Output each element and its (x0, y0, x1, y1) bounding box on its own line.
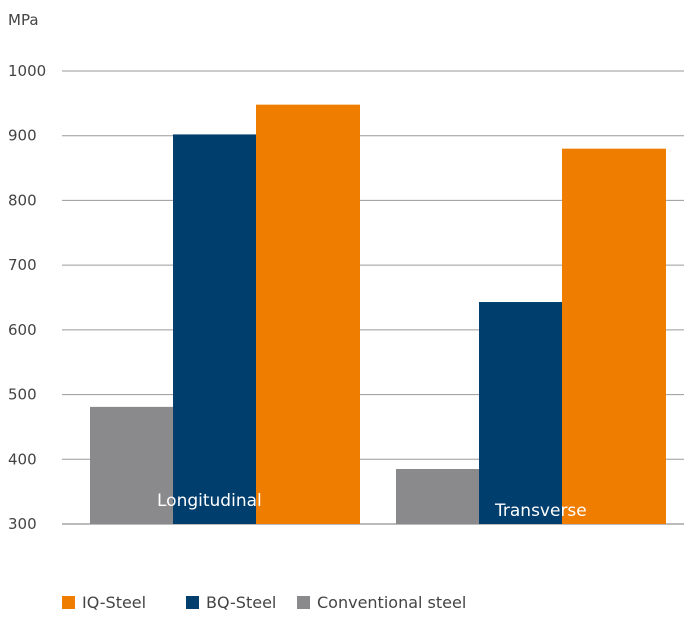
y-tick-label: 600 (8, 321, 37, 339)
bar-iq-steel-transverse (562, 148, 666, 524)
y-axis-unit-label: MPa (8, 11, 39, 29)
y-tick-label: 900 (8, 127, 37, 145)
legend-swatch (186, 596, 199, 609)
legend-label: BQ-Steel (206, 593, 276, 612)
category-label-transverse: Transverse (494, 501, 587, 521)
y-tick-label: 700 (8, 256, 37, 274)
legend-label: Conventional steel (317, 593, 466, 612)
y-tick-label: 400 (8, 450, 37, 468)
legend: IQ-Steel BQ-Steel Conventional steel (62, 593, 466, 612)
y-tick-label: 1000 (8, 62, 46, 80)
y-axis-ticks: 300 400 500 600 700 800 900 1000 (8, 62, 46, 533)
legend-swatch (62, 596, 75, 609)
y-tick-label: 800 (8, 191, 37, 209)
y-tick-label: 500 (8, 386, 37, 404)
bars (90, 104, 666, 525)
y-tick-label: 300 (8, 515, 37, 533)
bar-iq-steel-longitudinal (256, 104, 360, 524)
legend-label: IQ-Steel (82, 593, 146, 612)
legend-swatch (297, 596, 310, 609)
category-label-longitudinal: Longitudinal (157, 491, 262, 511)
category-labels: Longitudinal Transverse (157, 491, 587, 521)
